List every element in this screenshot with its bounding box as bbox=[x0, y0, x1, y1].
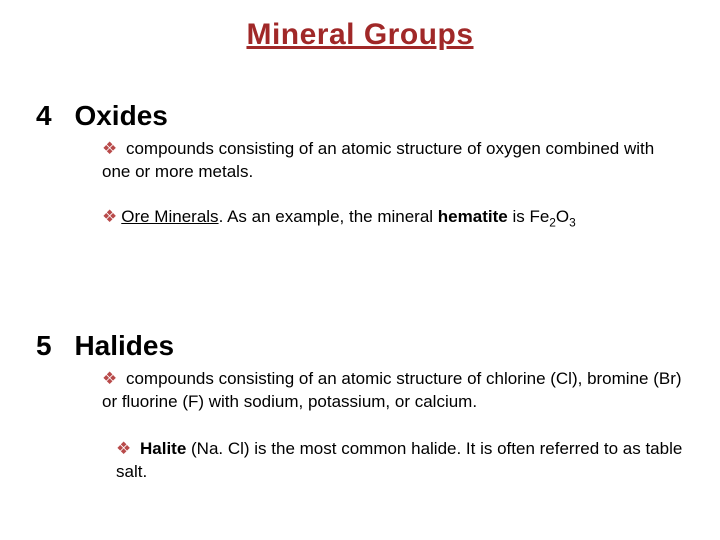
text-run: 2 bbox=[549, 215, 556, 229]
text-run: . As an example, the mineral bbox=[219, 207, 438, 226]
section-heading: Halides bbox=[74, 330, 174, 362]
body-item: ❖Ore Minerals. As an example, the minera… bbox=[102, 206, 684, 229]
slide: Mineral Groups 4 Oxides ❖ compounds cons… bbox=[0, 0, 720, 540]
section-body-container: ❖ compounds consisting of an atomic stru… bbox=[36, 138, 684, 229]
diamond-bullet-icon: ❖ bbox=[102, 206, 117, 229]
text-run: compounds consisting of an atomic struct… bbox=[102, 369, 682, 411]
diamond-bullet-icon: ❖ bbox=[102, 368, 117, 391]
body-item: ❖ compounds consisting of an atomic stru… bbox=[102, 368, 684, 414]
section-number: 5 bbox=[36, 330, 70, 362]
text-run: 3 bbox=[569, 215, 576, 229]
text-run: Ore Minerals bbox=[121, 207, 218, 226]
text-run: (Na. Cl) is the most common halide. It i… bbox=[116, 439, 682, 481]
text-run: is Fe bbox=[508, 207, 550, 226]
body-item: ❖ Halite (Na. Cl) is the most common hal… bbox=[116, 438, 684, 484]
section-heading: Oxides bbox=[74, 100, 167, 132]
text-run: compounds consisting of an atomic struct… bbox=[102, 139, 654, 181]
text-run: hematite bbox=[438, 207, 508, 226]
section-body-container: ❖ compounds consisting of an atomic stru… bbox=[36, 368, 684, 484]
diamond-bullet-icon: ❖ bbox=[102, 138, 117, 161]
diamond-bullet-icon: ❖ bbox=[116, 438, 131, 461]
body-item: ❖ compounds consisting of an atomic stru… bbox=[102, 138, 684, 184]
text-run: Halite bbox=[140, 439, 186, 458]
section-5: 5 Halides ❖ compounds consisting of an a… bbox=[36, 330, 684, 484]
slide-title: Mineral Groups bbox=[0, 0, 720, 52]
text-run: O bbox=[556, 207, 569, 226]
section-4: 4 Oxides ❖ compounds consisting of an at… bbox=[36, 100, 684, 229]
section-number: 4 bbox=[36, 100, 70, 132]
